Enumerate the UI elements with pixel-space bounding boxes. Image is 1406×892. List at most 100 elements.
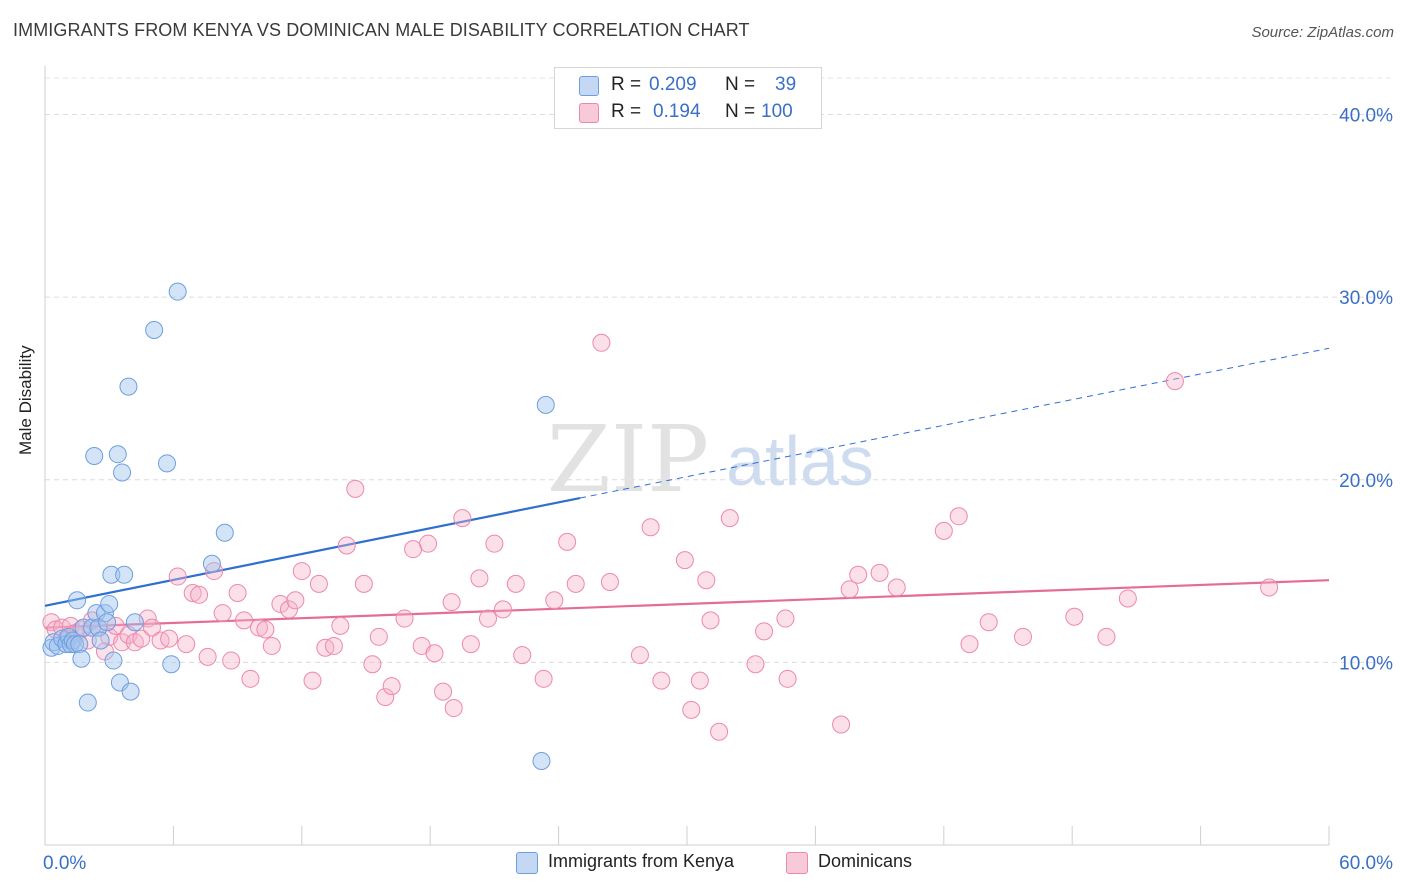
data-point-dominicans — [478, 609, 497, 628]
data-point-kenya — [157, 454, 176, 473]
data-point-dominicans — [1013, 627, 1032, 646]
data-point-kenya — [121, 682, 140, 701]
data-point-dominicans — [485, 534, 504, 553]
data-point-kenya — [536, 395, 555, 414]
source-label: Source: ZipAtlas.com — [1251, 24, 1394, 41]
data-point-dominicans — [271, 594, 290, 613]
data-point-kenya — [85, 447, 104, 466]
data-point-dominicans — [470, 569, 489, 588]
data-point-dominicans — [160, 629, 179, 648]
data-point-dominicans — [241, 669, 260, 688]
data-point-dominicans — [376, 688, 395, 707]
data-point-dominicans — [506, 574, 525, 593]
data-point-dominicans — [1097, 627, 1116, 646]
data-point-dominicans — [710, 722, 729, 741]
data-point-kenya — [113, 463, 132, 482]
data-point-dominicans — [870, 563, 889, 582]
data-point-dominicans — [235, 611, 254, 630]
data-point-kenya — [119, 377, 138, 396]
data-point-dominicans — [453, 509, 472, 528]
data-point-dominicans — [346, 479, 365, 498]
data-point-dominicans — [331, 616, 350, 635]
data-point-dominicans — [183, 583, 202, 602]
legend-n-value-dominicans: 100 — [761, 101, 793, 122]
data-point-dominicans — [303, 671, 322, 690]
data-point-dominicans — [168, 567, 187, 586]
data-point-dominicans — [113, 633, 132, 652]
legend-r-label: R = — [611, 74, 642, 95]
data-point-dominicans — [279, 600, 298, 619]
data-point-dominicans — [1065, 607, 1084, 626]
y-tick-label: 20.0% — [1339, 471, 1393, 492]
tick-labels: 10.0% 20.0% 30.0% 40.0% 0.0% 60.0% — [43, 106, 1393, 874]
data-point-kenya — [68, 591, 87, 610]
watermark-zip: ZIP — [547, 406, 709, 513]
data-point-dominicans — [250, 618, 268, 637]
data-point-dominicans — [690, 671, 709, 690]
data-point-kenya — [72, 649, 91, 668]
data-point-dominicans — [354, 574, 373, 593]
data-point-dominicans — [558, 532, 577, 551]
data-point-kenya — [108, 445, 127, 464]
data-point-kenya — [532, 751, 551, 770]
data-point-dominicans — [849, 565, 868, 584]
data-point-dominicans — [292, 562, 311, 581]
data-point-dominicans — [979, 613, 998, 632]
data-points — [42, 282, 1279, 770]
data-point-dominicans — [256, 620, 275, 639]
legend-swatch-kenya — [579, 76, 599, 96]
legend-n-label: N = — [725, 101, 756, 122]
data-point-dominicans — [960, 635, 979, 654]
data-point-dominicans — [1118, 589, 1137, 608]
data-point-kenya — [102, 565, 121, 584]
data-point-dominicans — [461, 635, 480, 654]
data-point-dominicans — [369, 627, 388, 646]
data-point-dominicans — [840, 580, 859, 599]
data-point-dominicans — [337, 536, 356, 555]
data-point-dominicans — [1165, 372, 1184, 391]
data-point-dominicans — [286, 591, 305, 610]
data-point-kenya — [115, 565, 134, 584]
y-tick-label: 10.0% — [1339, 653, 1393, 674]
data-point-dominicans — [1260, 578, 1279, 597]
data-point-dominicans — [444, 699, 463, 718]
data-point-dominicans — [213, 604, 232, 623]
watermark: ZIP atlas — [547, 406, 874, 513]
chart-title: IMMIGRANTS FROM KENYA VS DOMINICAN MALE … — [13, 20, 750, 40]
y-axis-label: Male Disability — [16, 345, 35, 455]
data-point-dominicans — [566, 574, 585, 593]
data-point-kenya — [215, 523, 234, 542]
data-point-dominicans — [262, 636, 281, 655]
data-point-kenya — [78, 693, 97, 712]
data-point-kenya — [100, 594, 119, 613]
x-tick-label: 60.0% — [1339, 853, 1393, 874]
data-point-dominicans — [442, 593, 461, 612]
bottom-legend-label-dominicans: Dominicans — [818, 851, 913, 871]
data-point-dominicans — [934, 521, 953, 540]
data-point-dominicans — [630, 646, 649, 665]
data-point-kenya — [70, 635, 89, 654]
data-point-kenya — [202, 554, 221, 573]
data-point-dominicans — [887, 578, 906, 597]
data-point-dominicans — [143, 618, 161, 637]
data-point-kenya — [104, 651, 123, 670]
data-point-dominicans — [222, 651, 241, 670]
data-point-dominicans — [363, 655, 382, 674]
data-point-dominicans — [434, 682, 453, 701]
trend-line-dominicans — [44, 579, 1330, 629]
data-point-kenya — [145, 321, 164, 340]
data-point-dominicans — [778, 669, 797, 688]
legend-n-label: N = — [725, 74, 756, 95]
bottom-legend-swatch-dominicans — [786, 852, 808, 874]
watermark-atlas: atlas — [726, 422, 874, 500]
trend-line-kenya — [44, 496, 581, 607]
legend-r-value-dominicans: 0.194 — [653, 101, 701, 122]
data-point-dominicans — [832, 715, 851, 734]
data-point-dominicans — [419, 534, 438, 553]
data-point-dominicans — [395, 609, 414, 628]
data-point-dominicans — [205, 562, 224, 581]
data-point-dominicans — [132, 629, 151, 648]
data-point-dominicans — [592, 333, 611, 352]
data-point-dominicans — [324, 636, 343, 655]
